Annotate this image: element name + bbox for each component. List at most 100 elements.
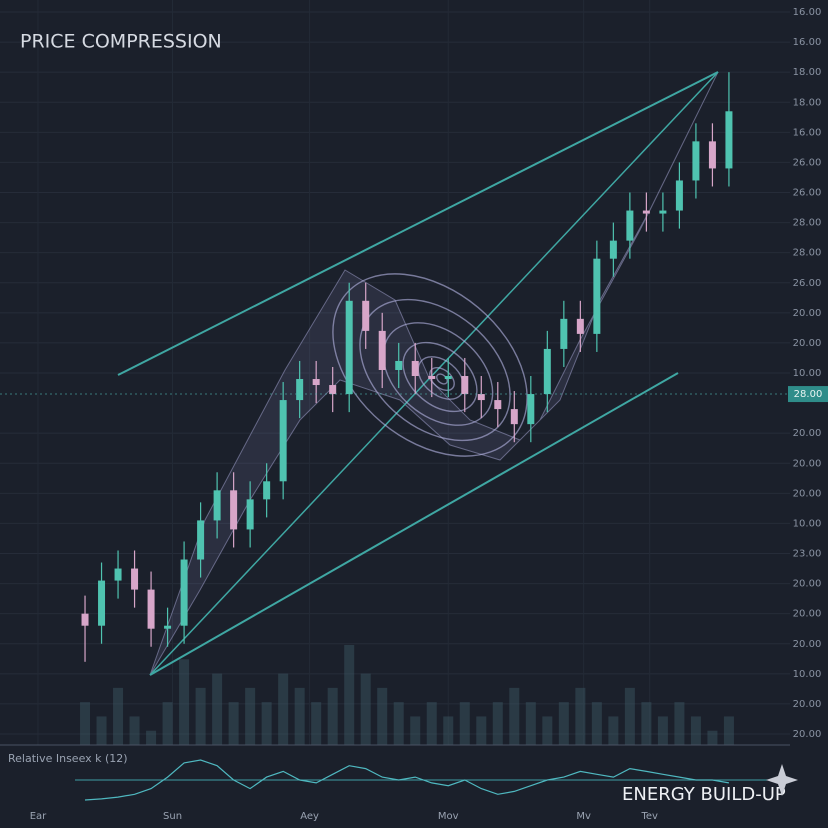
volume-bar [146,730,157,745]
annotation: ENERGY BUILD-UP [622,784,786,805]
candle-body [725,111,733,169]
volume-bar [674,702,685,745]
volume-bar [426,702,437,745]
candle-body [230,490,238,530]
candle-body [114,568,122,581]
y-tick-label: 26.00 [793,157,822,168]
candle-body [98,580,106,626]
x-tick-label: Aey [300,811,319,822]
y-tick-label: 20.00 [793,308,822,319]
volume-bar [360,673,371,745]
volume-bar [690,716,701,745]
volume-bar [707,730,718,745]
spiral-ring [436,373,448,385]
candle-body [164,625,172,629]
volume-bar [393,702,404,745]
volume-bar [657,716,668,745]
sparkle-icon [766,764,798,796]
candle-body [444,376,452,380]
spiral-ring [402,341,478,413]
candle-body [692,141,700,181]
y-tick-label: 20.00 [793,639,822,650]
y-tick-label: 23.00 [793,549,822,560]
volume-bar [179,659,190,745]
volume-bar [245,687,256,745]
candle-body [461,376,469,395]
y-tick-label: 10.00 [793,518,822,529]
candle-body [81,613,89,626]
volume-bar [492,702,503,745]
y-tick-label: 16.00 [793,37,822,48]
y-tick-label: 20.00 [793,579,822,590]
candle-body [213,490,221,521]
trendline-lower [149,372,679,676]
volume-bar [129,716,140,745]
candle-body [345,300,353,395]
volume-bar [542,716,553,745]
y-tick-label: 28.00 [793,218,822,229]
volume-bar [525,702,536,745]
last-price-label: 28.00 [794,389,823,400]
volume-bar [113,687,124,745]
candle-body [494,400,502,410]
candle-body [675,180,683,211]
volume-bar [96,716,107,745]
volume-bar [261,702,272,745]
y-tick-label: 20.00 [793,338,822,349]
volume-bar [278,673,289,745]
indicator-line [84,759,730,801]
volume-bar [294,687,305,745]
volume-bar [344,645,355,745]
volume-bar [410,716,421,745]
candle-body [362,300,370,331]
y-tick-label: 28.00 [793,248,822,259]
volume-bar [476,716,487,745]
candle-body [428,376,436,380]
candle-body [609,240,617,259]
candle-body [560,318,568,349]
y-tick-label: 20.00 [793,488,822,499]
candle-body [642,210,650,214]
trendline-mid [149,71,719,676]
x-tick-label: Ear [30,811,47,822]
spiral-ring [359,298,511,442]
candle-body [329,385,337,395]
volume-bar [591,702,602,745]
volume-bar [80,702,91,745]
y-tick-label: 18.00 [793,97,822,108]
x-tick-label: Mov [438,811,459,822]
spiral [332,273,528,457]
grid [0,0,790,745]
x-tick-label: Tev [640,811,658,822]
candle-body [477,394,485,401]
y-tick-label: 18.00 [793,67,822,78]
y-tick-label: 10.00 [793,368,822,379]
axis: 16.00 16.00 18.00 18.00 16.00 26.00 26.00 28.00… [0,7,828,822]
candle-body [263,481,271,500]
candle-body [395,360,403,370]
candle-body [180,559,188,626]
candle-body [708,141,716,169]
x-tick-label: Mv [576,811,591,822]
y-tick-label: 20.00 [793,729,822,740]
candle-body [659,210,667,214]
volume-bar [624,687,635,745]
volume-bar [608,716,619,745]
candles [81,72,733,662]
volume-bar [443,716,454,745]
volume-bar [377,687,388,745]
y-tick-label: 16.00 [793,7,822,18]
volume-bar [723,716,734,745]
candle-body [510,409,518,425]
last-price-tag [788,386,828,403]
volume-bar [311,702,322,745]
decoration [117,71,719,676]
volume-bar [459,702,470,745]
candle-body [527,394,535,425]
trendline-upper [117,71,719,376]
y-tick-label: 16.00 [793,127,822,138]
volume-bar [327,687,338,745]
